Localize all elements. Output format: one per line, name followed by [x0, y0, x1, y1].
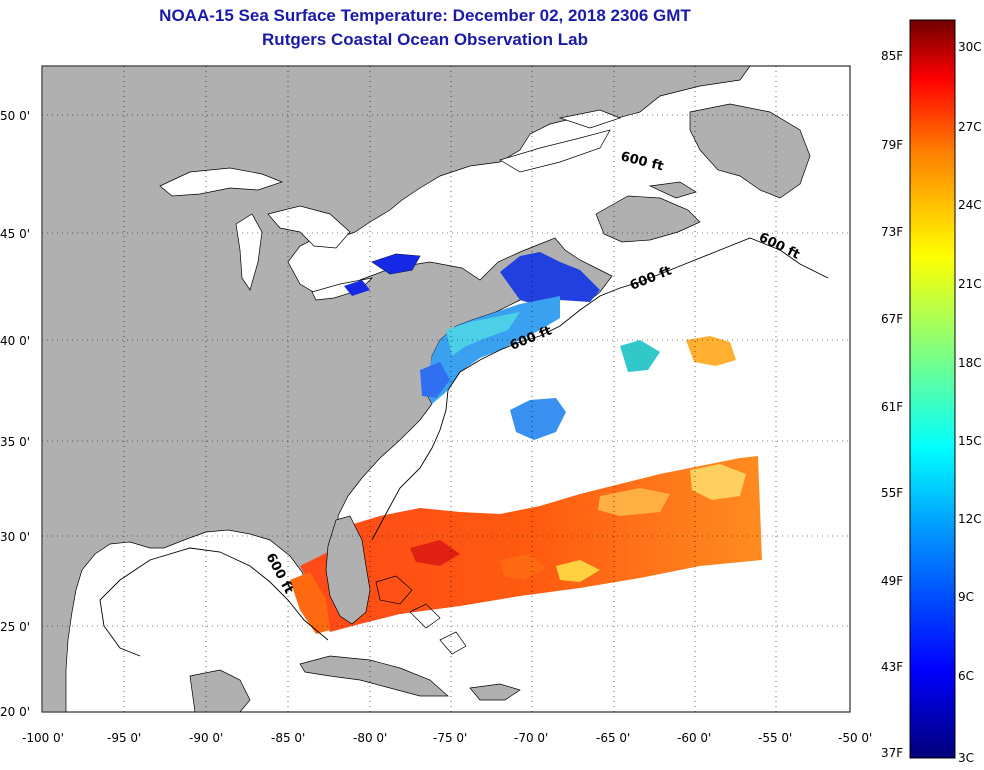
lon-label: -65 0'	[596, 731, 630, 745]
colorbar-c-label: 18C	[958, 356, 982, 370]
colorbar-f-label: 73F	[881, 225, 903, 239]
lon-label: -50 0'	[838, 731, 872, 745]
gulf-isobath-line	[99, 547, 329, 657]
colorbar-f-label: 43F	[881, 660, 903, 674]
lon-label: -85 0'	[271, 731, 305, 745]
lon-label: -75 0'	[433, 731, 467, 745]
lat-label: 35 0'	[0, 435, 30, 449]
lat-label: 45 0'	[0, 227, 30, 241]
colorbar-c-label: 15C	[958, 434, 982, 448]
florida-peninsula	[325, 515, 371, 625]
colorbar-c-label: 3C	[958, 751, 974, 765]
colorbar-c-label: 30C	[958, 40, 982, 54]
lat-label: 40 0'	[0, 334, 30, 348]
colorbar-f-label: 55F	[881, 486, 903, 500]
colorbar-f-label: 61F	[881, 400, 903, 414]
colorbar-c-label: 6C	[958, 669, 974, 683]
colorbar-f-label: 37F	[881, 746, 903, 760]
great-lakes	[159, 109, 622, 301]
latitude-labels: 50 0' 45 0' 40 0' 35 0' 30 0' 25 0' 20 0…	[0, 109, 30, 719]
colorbar-c-label: 12C	[958, 512, 982, 526]
sst-swaths	[290, 252, 762, 634]
map-subtitle: Rutgers Coastal Ocean Observation Lab	[262, 30, 588, 49]
lat-label: 50 0'	[0, 109, 30, 123]
colorbar-c-label: 24C	[958, 198, 982, 212]
lon-label: -60 0'	[677, 731, 711, 745]
longitude-labels: -100 0' -95 0' -90 0' -85 0' -80 0' -75 …	[22, 731, 872, 745]
lon-label: -80 0'	[353, 731, 387, 745]
lon-label: -95 0'	[107, 731, 141, 745]
lon-label: -70 0'	[514, 731, 548, 745]
colorbar-c-labels: 30C 27C 24C 21C 18C 15C 12C 9C 6C 3C	[958, 40, 982, 765]
colorbar-f-label: 49F	[881, 574, 903, 588]
lon-label: -90 0'	[189, 731, 223, 745]
colorbar-f-label: 85F	[881, 49, 903, 63]
map-title: NOAA-15 Sea Surface Temperature: Decembe…	[159, 6, 691, 25]
colorbar-f-label: 67F	[881, 312, 903, 326]
colorbar-c-label: 21C	[958, 277, 982, 291]
lat-label: 30 0'	[0, 530, 30, 544]
land	[41, 65, 811, 713]
lat-label: 20 0'	[0, 705, 30, 719]
colorbar-c-label: 27C	[958, 120, 982, 134]
lat-label: 25 0'	[0, 620, 30, 634]
lon-label: -100 0'	[22, 731, 64, 745]
colorbar-c-label: 9C	[958, 590, 974, 604]
colorbar-f-labels: 85F 79F 73F 67F 61F 55F 49F 43F 37F	[881, 49, 903, 760]
colorbar	[909, 19, 956, 759]
isobath-line	[371, 237, 829, 541]
bahamas	[375, 575, 467, 655]
lon-label: -55 0'	[758, 731, 792, 745]
colorbar-f-label: 79F	[881, 138, 903, 152]
